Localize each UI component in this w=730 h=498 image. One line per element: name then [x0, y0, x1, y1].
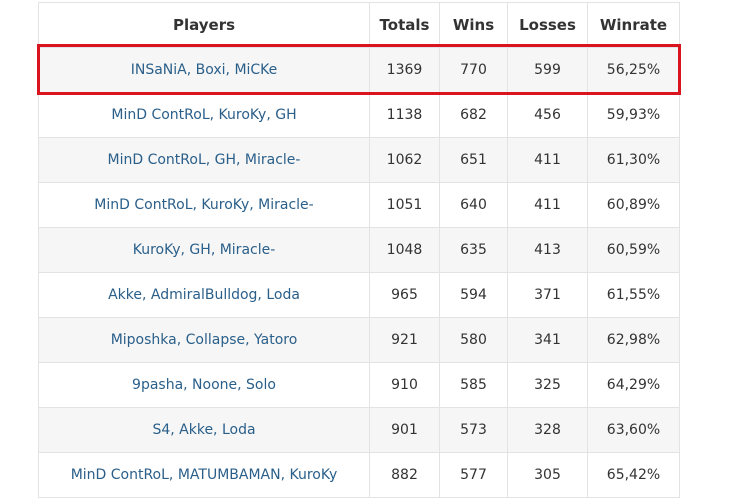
winrate-cell: 61,30%	[587, 137, 680, 183]
header-totals[interactable]: Totals	[369, 2, 440, 48]
table-row: MinD ContRoL, KuroKy, Miracle- 1051 640 …	[38, 182, 680, 228]
players-cell: Miposhka, Collapse, Yatoro	[38, 317, 370, 363]
players-cell: MinD ContRoL, KuroKy, Miracle-	[38, 182, 370, 228]
wins-cell: 640	[439, 182, 508, 228]
players-cell: MinD ContRoL, GH, Miracle-	[38, 137, 370, 183]
header-players[interactable]: Players	[38, 2, 370, 48]
totals-cell: 1062	[369, 137, 440, 183]
wins-cell: 635	[439, 227, 508, 273]
winrate-cell: 61,55%	[587, 272, 680, 318]
table-row: S4, Akke, Loda 901 573 328 63,60%	[38, 407, 680, 453]
winrate-cell: 56,25%	[587, 47, 680, 93]
losses-cell: 456	[507, 92, 588, 138]
players-cell: Akke, AdmiralBulldog, Loda	[38, 272, 370, 318]
table-row: MinD ContRoL, KuroKy, GH 1138 682 456 59…	[38, 92, 680, 138]
wins-cell: 770	[439, 47, 508, 93]
players-cell: MinD ContRoL, MATUMBAMAN, KuroKy	[38, 452, 370, 498]
table-row: KuroKy, GH, Miracle- 1048 635 413 60,59%	[38, 227, 680, 273]
totals-cell: 901	[369, 407, 440, 453]
winrate-cell: 60,89%	[587, 182, 680, 228]
totals-cell: 1369	[369, 47, 440, 93]
wins-cell: 580	[439, 317, 508, 363]
winrate-cell: 60,59%	[587, 227, 680, 273]
table-row: 9pasha, Noone, Solo 910 585 325 64,29%	[38, 362, 680, 408]
table-body: INSaNiA, Boxi, MiCKe 1369 770 599 56,25%…	[38, 47, 680, 498]
winrate-cell: 64,29%	[587, 362, 680, 408]
player-trio-stats-table: Players Totals Wins Losses Winrate INSaN…	[38, 2, 680, 498]
losses-cell: 411	[507, 182, 588, 228]
wins-cell: 585	[439, 362, 508, 408]
wins-cell: 594	[439, 272, 508, 318]
losses-cell: 371	[507, 272, 588, 318]
players-cell: S4, Akke, Loda	[38, 407, 370, 453]
winrate-cell: 63,60%	[587, 407, 680, 453]
players-cell: 9pasha, Noone, Solo	[38, 362, 370, 408]
table-row: MinD ContRoL, MATUMBAMAN, KuroKy 882 577…	[38, 452, 680, 498]
winrate-cell: 65,42%	[587, 452, 680, 498]
players-cell: INSaNiA, Boxi, MiCKe	[38, 47, 370, 93]
totals-cell: 882	[369, 452, 440, 498]
losses-cell: 411	[507, 137, 588, 183]
losses-cell: 341	[507, 317, 588, 363]
winrate-cell: 62,98%	[587, 317, 680, 363]
header-winrate[interactable]: Winrate	[587, 2, 680, 48]
header-row: Players Totals Wins Losses Winrate	[38, 2, 680, 48]
table-header: Players Totals Wins Losses Winrate	[38, 2, 680, 48]
totals-cell: 1051	[369, 182, 440, 228]
totals-cell: 1138	[369, 92, 440, 138]
table-row: Miposhka, Collapse, Yatoro 921 580 341 6…	[38, 317, 680, 363]
totals-cell: 965	[369, 272, 440, 318]
totals-cell: 910	[369, 362, 440, 408]
losses-cell: 328	[507, 407, 588, 453]
losses-cell: 599	[507, 47, 588, 93]
table-row: MinD ContRoL, GH, Miracle- 1062 651 411 …	[38, 137, 680, 183]
wins-cell: 682	[439, 92, 508, 138]
header-wins[interactable]: Wins	[439, 2, 508, 48]
wins-cell: 573	[439, 407, 508, 453]
players-cell: KuroKy, GH, Miracle-	[38, 227, 370, 273]
header-losses[interactable]: Losses	[507, 2, 588, 48]
table-row: INSaNiA, Boxi, MiCKe 1369 770 599 56,25%	[38, 47, 680, 93]
losses-cell: 325	[507, 362, 588, 408]
losses-cell: 413	[507, 227, 588, 273]
totals-cell: 1048	[369, 227, 440, 273]
losses-cell: 305	[507, 452, 588, 498]
wins-cell: 651	[439, 137, 508, 183]
players-cell: MinD ContRoL, KuroKy, GH	[38, 92, 370, 138]
table-row: Akke, AdmiralBulldog, Loda 965 594 371 6…	[38, 272, 680, 318]
totals-cell: 921	[369, 317, 440, 363]
wins-cell: 577	[439, 452, 508, 498]
winrate-cell: 59,93%	[587, 92, 680, 138]
